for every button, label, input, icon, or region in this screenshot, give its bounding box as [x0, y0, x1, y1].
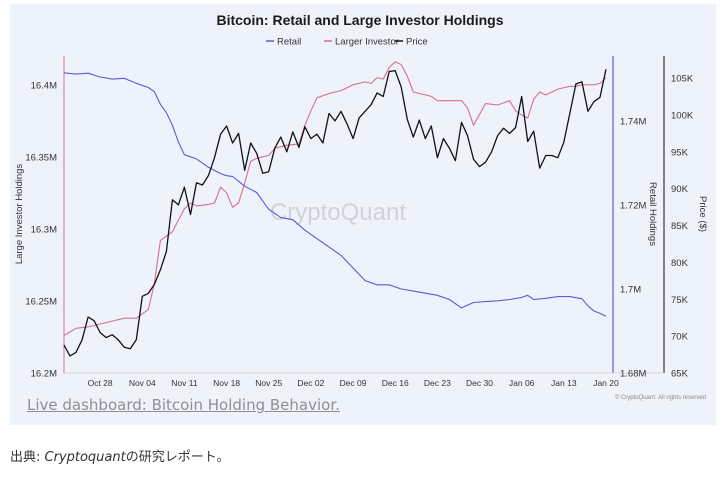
watermark-text: CryptoQuant [270, 199, 406, 226]
price-tick-label-8: 70K [671, 332, 689, 343]
left-tick-label-4: 16.25M [25, 296, 57, 307]
retail-tick-label-2: 1.72M [620, 201, 646, 212]
retail-series-line [63, 72, 607, 317]
retail-tick-label-1: 1.74M [620, 117, 646, 128]
x-tick-label-13: Jan 20 [593, 378, 619, 388]
chart-panel [10, 4, 716, 425]
price-tick-label-9: 65K [671, 369, 689, 380]
retail-tick-label-3: 1.7M [620, 285, 641, 296]
price-tick-label-4: 90K [671, 184, 689, 195]
holdings-chart: Bitcoin: Retail and Large Investor Holdi… [14, 12, 708, 401]
retail-tick-label-4: 1.68M [620, 369, 646, 380]
price-tick-label-5: 85K [671, 221, 689, 232]
x-tick-label-9: Dec 23 [424, 378, 451, 388]
x-tick-label-8: Dec 16 [382, 378, 409, 388]
retail-axis-label: Retail Holdings [647, 182, 658, 246]
x-tick-label-7: Dec 09 [340, 378, 367, 388]
left-tick-label-1: 16.4M [31, 80, 57, 91]
source-caption: 出典: Cryptoquantの研究レポート。 [10, 446, 229, 465]
price-series-line [63, 69, 607, 357]
x-tick-label-4: Nov 18 [213, 378, 240, 388]
x-tick-label-3: Nov 11 [171, 378, 198, 388]
left-axis-label: Large Investor Holdings [14, 164, 25, 265]
x-tick-label-6: Dec 02 [297, 378, 324, 388]
live-dashboard-link[interactable]: Live dashboard: Bitcoin Holding Behavior… [27, 396, 340, 414]
price-axis-label: Price ($) [697, 196, 708, 232]
larger-investor-series-line [63, 61, 607, 336]
x-tick-label-1: Oct 28 [88, 378, 113, 388]
copyright-note: © CryptoQuant. All rights reserved [615, 394, 706, 401]
x-tick-label-5: Nov 25 [255, 378, 282, 388]
price-tick-label-3: 95K [671, 147, 689, 158]
left-tick-label-3: 16.3M [31, 224, 57, 235]
caption-suffix: の研究レポート。 [125, 450, 230, 465]
left-tick-label-5: 16.2M [31, 369, 57, 380]
legend-label-3: Price [406, 37, 428, 48]
x-tick-label-10: Dec 30 [466, 378, 493, 388]
caption-source: Cryptoquant [44, 450, 126, 465]
x-tick-label-12: Jan 13 [551, 378, 577, 388]
chart-title: Bitcoin: Retail and Large Investor Holdi… [216, 12, 503, 28]
price-tick-label-1: 105K [671, 74, 694, 85]
x-tick-label-2: Nov 04 [129, 378, 156, 388]
price-tick-label-6: 80K [671, 258, 689, 269]
legend-label-1: Retail [277, 37, 301, 48]
left-tick-label-2: 16.35M [25, 152, 57, 163]
caption-prefix: 出典: [10, 450, 45, 465]
price-tick-label-2: 100K [671, 110, 694, 121]
price-tick-label-7: 75K [671, 295, 689, 306]
x-tick-label-11: Jan 06 [509, 378, 535, 388]
legend-label-2: Larger Investor [335, 37, 399, 48]
